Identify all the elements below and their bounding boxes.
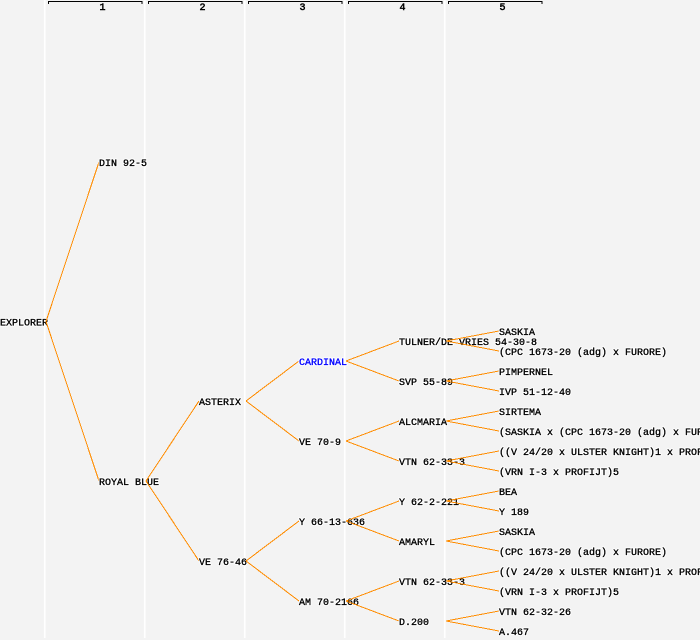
svg-text:ASTERIX: ASTERIX <box>199 398 241 409</box>
svg-text:D.200: D.200 <box>399 618 429 629</box>
svg-text:SASKIA: SASKIA <box>499 528 535 539</box>
svg-text:VE 70-9: VE 70-9 <box>299 438 341 449</box>
svg-text:SASKIA: SASKIA <box>499 328 535 339</box>
svg-text:EXPLORER: EXPLORER <box>0 319 48 330</box>
svg-text:(VRN I-3 x PROFIJT)5: (VRN I-3 x PROFIJT)5 <box>499 467 619 479</box>
svg-text:TULNER/DE VRIES 54-30-8: TULNER/DE VRIES 54-30-8 <box>399 337 537 349</box>
svg-text:BEA: BEA <box>499 488 517 499</box>
svg-text:VTN 62-32-26: VTN 62-32-26 <box>499 608 571 619</box>
svg-text:DIN 92-5: DIN 92-5 <box>99 159 147 170</box>
svg-text:IVP 51-12-40: IVP 51-12-40 <box>499 388 571 399</box>
svg-text:ROYAL BLUE: ROYAL BLUE <box>99 478 159 489</box>
svg-text:(VRN I-3 x PROFIJT)5: (VRN I-3 x PROFIJT)5 <box>499 587 619 599</box>
svg-text:SVP 55-89: SVP 55-89 <box>399 378 453 389</box>
svg-text:Y 189: Y 189 <box>499 508 529 519</box>
svg-text:SASKIA: SASKIA <box>499 328 535 339</box>
svg-text:VE 70-9: VE 70-9 <box>299 438 341 449</box>
svg-text:(VRN I-3 x PROFIJT)5: (VRN I-3 x PROFIJT)5 <box>499 587 619 599</box>
svg-text:AM 70-2166: AM 70-2166 <box>299 598 359 609</box>
svg-text:Y 62-2-221: Y 62-2-221 <box>399 498 459 509</box>
svg-text:TULNER/DE VRIES 54-30-8: TULNER/DE VRIES 54-30-8 <box>399 337 537 349</box>
svg-text:SASKIA: SASKIA <box>499 528 535 539</box>
svg-text:2: 2 <box>199 3 205 14</box>
svg-text:IVP 51-12-40: IVP 51-12-40 <box>499 388 571 399</box>
svg-text:(CPC 1673-20 (adg) x FURORE): (CPC 1673-20 (adg) x FURORE) <box>499 547 667 559</box>
svg-text:CARDINAL: CARDINAL <box>299 358 347 369</box>
svg-text:VE 76-46: VE 76-46 <box>199 558 247 569</box>
svg-text:ROYAL BLUE: ROYAL BLUE <box>99 478 159 489</box>
svg-text:4: 4 <box>399 3 405 14</box>
svg-text:A.467: A.467 <box>499 628 529 639</box>
svg-text:BEA: BEA <box>499 488 517 499</box>
svg-text:DIN 92-5: DIN 92-5 <box>99 159 147 170</box>
svg-text:((V 24/20 x ULSTER KNIGHT)1 x: ((V 24/20 x ULSTER KNIGHT)1 x PROFIJT)5 <box>499 447 700 459</box>
svg-text:VTN 62-33-3: VTN 62-33-3 <box>399 578 465 589</box>
svg-text:VTN 62-32-26: VTN 62-32-26 <box>499 608 571 619</box>
svg-text:(VRN I-3 x PROFIJT)5: (VRN I-3 x PROFIJT)5 <box>499 467 619 479</box>
svg-text:3: 3 <box>299 3 305 14</box>
svg-text:D.200: D.200 <box>399 618 429 629</box>
svg-text:(SASKIA x (CPC 1673-20 (adg) x: (SASKIA x (CPC 1673-20 (adg) x FURORE)5) <box>499 427 700 439</box>
svg-text:PIMPERNEL: PIMPERNEL <box>499 368 553 379</box>
svg-text:(CPC 1673-20 (adg) x FURORE): (CPC 1673-20 (adg) x FURORE) <box>499 347 667 359</box>
svg-text:((V 24/20 x ULSTER KNIGHT)1 x: ((V 24/20 x ULSTER KNIGHT)1 x PROFIJT)5 <box>499 447 700 459</box>
svg-text:(SASKIA x (CPC 1673-20 (adg) x: (SASKIA x (CPC 1673-20 (adg) x FURORE)5) <box>499 427 700 439</box>
svg-text:ALCMARIA: ALCMARIA <box>399 418 447 429</box>
svg-text:SIRTEMA: SIRTEMA <box>499 408 541 419</box>
svg-text:5: 5 <box>499 3 505 14</box>
svg-text:(CPC 1673-20 (adg) x FURORE): (CPC 1673-20 (adg) x FURORE) <box>499 547 667 559</box>
svg-text:SIRTEMA: SIRTEMA <box>499 408 541 419</box>
svg-text:ALCMARIA: ALCMARIA <box>399 418 447 429</box>
svg-text:A.467: A.467 <box>499 628 529 639</box>
svg-text:EXPLORER: EXPLORER <box>0 319 48 330</box>
svg-text:VTN 62-33-3: VTN 62-33-3 <box>399 458 465 469</box>
svg-text:1: 1 <box>99 3 105 14</box>
svg-text:SVP 55-89: SVP 55-89 <box>399 378 453 389</box>
svg-text:ASTERIX: ASTERIX <box>199 398 241 409</box>
svg-text:((V 24/20 x ULSTER KNIGHT)1 x: ((V 24/20 x ULSTER KNIGHT)1 x PROFIJT)5 <box>499 567 700 579</box>
svg-text:Y 189: Y 189 <box>499 508 529 519</box>
svg-text:((V 24/20 x ULSTER KNIGHT)1 x: ((V 24/20 x ULSTER KNIGHT)1 x PROFIJT)5 <box>499 567 700 579</box>
svg-text:VE 76-46: VE 76-46 <box>199 558 247 569</box>
svg-text:CARDINAL: CARDINAL <box>299 358 347 369</box>
svg-text:Y 62-2-221: Y 62-2-221 <box>399 498 459 509</box>
svg-text:AM 70-2166: AM 70-2166 <box>299 598 359 609</box>
svg-text:PIMPERNEL: PIMPERNEL <box>499 368 553 379</box>
svg-text:AMARYL: AMARYL <box>399 538 435 549</box>
svg-text:AMARYL: AMARYL <box>399 538 435 549</box>
svg-text:(CPC 1673-20 (adg) x FURORE): (CPC 1673-20 (adg) x FURORE) <box>499 347 667 359</box>
svg-text:Y 66-13-636: Y 66-13-636 <box>299 518 365 529</box>
